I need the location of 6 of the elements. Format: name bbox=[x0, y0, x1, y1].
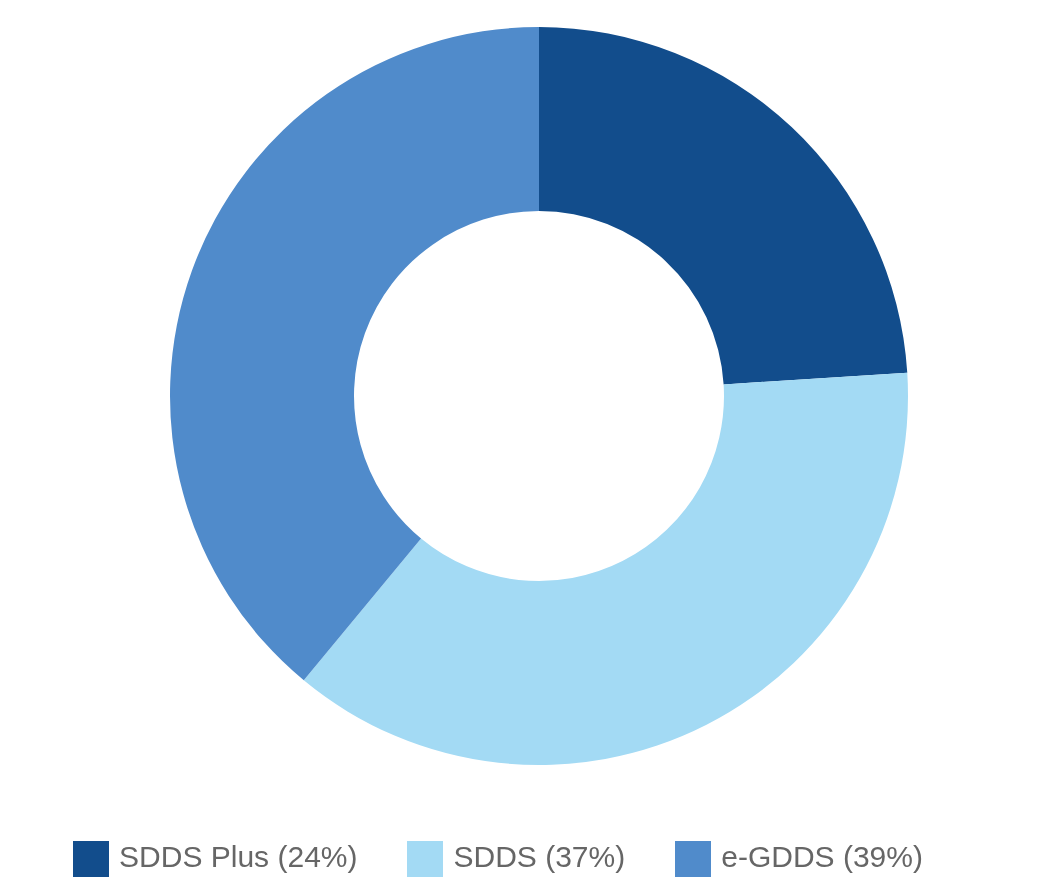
donut-slice bbox=[170, 27, 539, 681]
donut-slice bbox=[539, 27, 908, 385]
legend-label: SDDS (37%) bbox=[453, 839, 626, 873]
donut-slice bbox=[303, 372, 908, 765]
legend-label: e-GDDS (39%) bbox=[721, 839, 923, 873]
legend-label: SDDS Plus (24%) bbox=[119, 839, 358, 873]
